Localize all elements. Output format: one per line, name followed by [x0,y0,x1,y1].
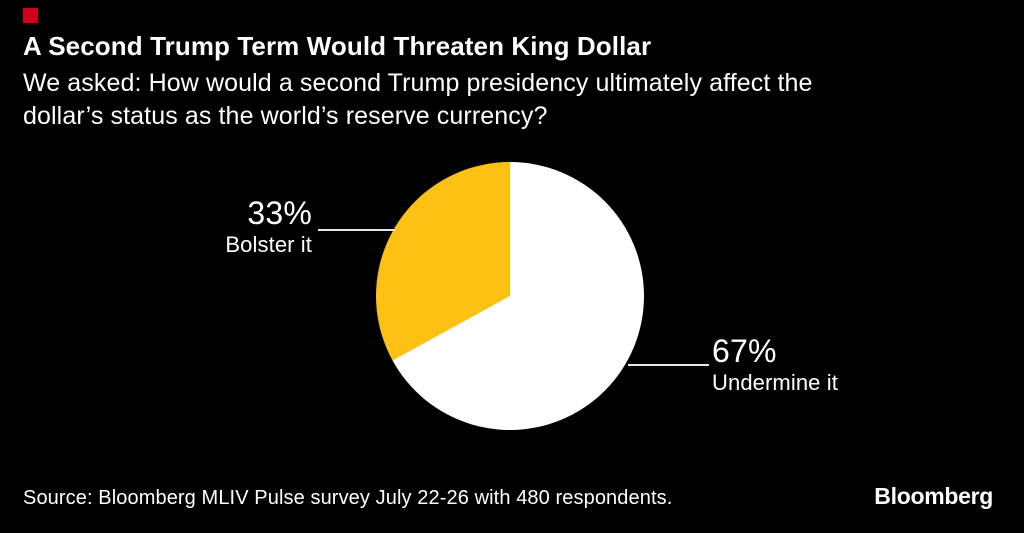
chart-title: A Second Trump Term Would Threaten King … [23,31,652,61]
slice-name-undermine: Undermine it [712,370,838,395]
pie-chart [376,162,644,430]
bloomberg-logo: Bloomberg [874,483,993,509]
slice-pct-bolster: 33% [247,195,312,231]
slice-pct-undermine: 67% [712,333,777,369]
callout-line-bolster [318,229,395,231]
slice-label-bolster: 33% Bolster it [225,196,312,257]
chart-subtitle-line2: dollar’s status as the world’s reserve c… [23,102,548,130]
bloomberg-red-square-icon [23,8,38,23]
slice-label-undermine: 67% Undermine it [712,334,838,395]
callout-line-undermine [628,364,709,366]
chart-subtitle-line1: We asked: How would a second Trump presi… [23,69,813,97]
chart-subtitle: We asked: How would a second Trump presi… [23,67,813,133]
slice-name-bolster: Bolster it [225,232,312,257]
source-note: Source: Bloomberg MLIV Pulse survey July… [23,487,673,509]
